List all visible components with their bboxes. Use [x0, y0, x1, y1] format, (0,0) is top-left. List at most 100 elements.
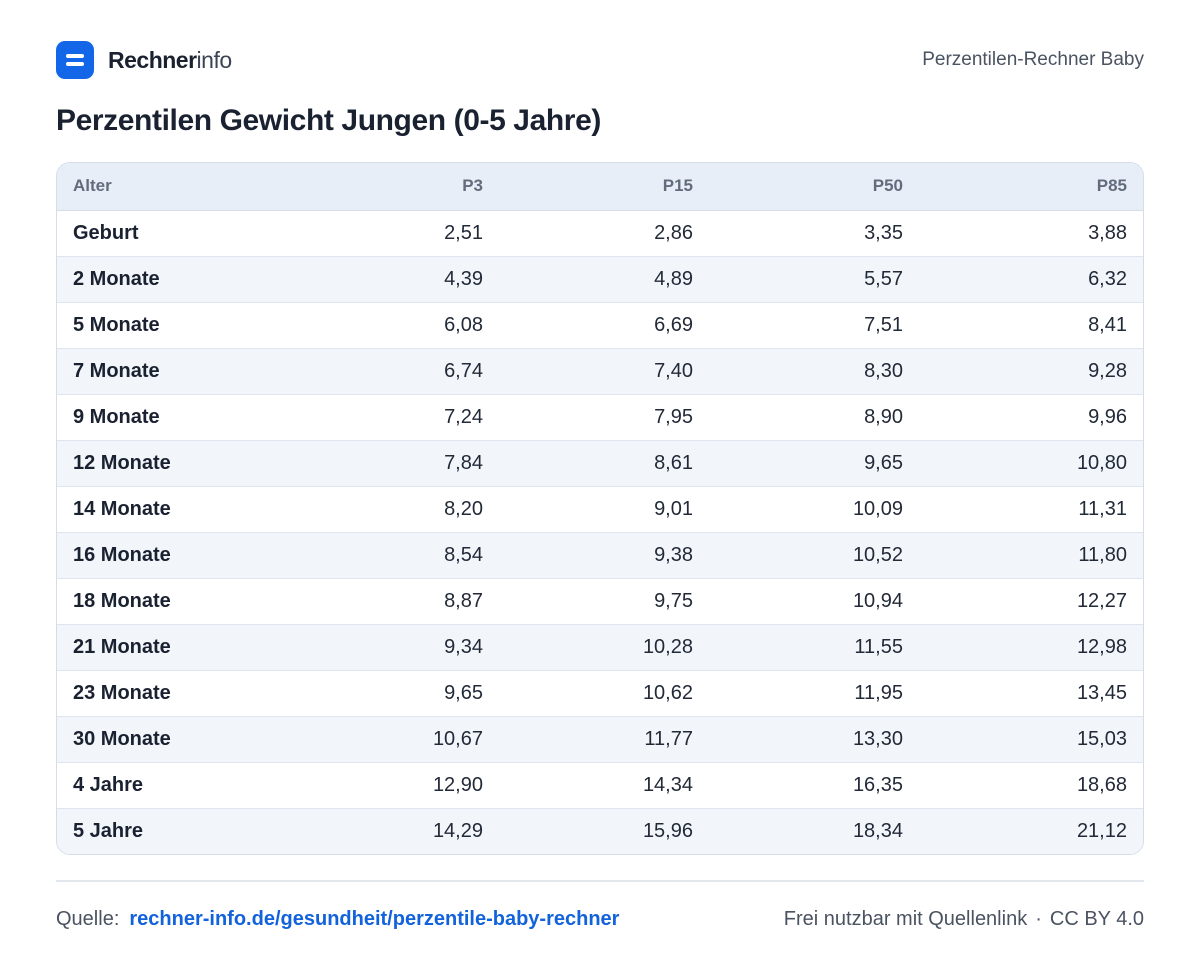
column-header-age: Alter: [57, 163, 289, 211]
cell-p15: 9,38: [499, 531, 709, 578]
cell-age: 14 Monate: [57, 485, 289, 532]
cell-p15: 4,89: [499, 255, 709, 302]
brand-name: Rechnerinfo: [108, 47, 232, 74]
source-label: Quelle:: [56, 907, 120, 930]
cell-p50: 10,52: [709, 531, 919, 578]
header-subtitle: Perzentilen-Rechner Baby: [922, 49, 1144, 70]
cell-p50: 3,35: [864, 221, 903, 244]
table-row: 5 Jahre 14,29 15,96 18,34 21,12: [57, 807, 1143, 854]
table-row: 18 Monate 8,87 9,75 10,94 12,27: [57, 577, 1143, 624]
brand[interactable]: Rechnerinfo: [56, 41, 232, 79]
cell-p3: 10,67: [289, 715, 499, 762]
footer: Quelle: rechner-info.de/gesundheit/perzen…: [56, 904, 1144, 934]
cell-p15: 11,77: [499, 715, 709, 762]
header: Rechnerinfo Perzentilen-Rechner Baby: [56, 40, 1144, 80]
table-row: 30 Monate 10,67 11,77 13,30 15,03: [57, 715, 1143, 762]
cell-p15: 10,62: [499, 669, 709, 716]
cell-p3: 12,90: [289, 761, 499, 808]
table-row: 12 Monate 7,84 8,61 9,65 10,80: [57, 439, 1143, 486]
column-header-p85: P85: [919, 163, 1143, 211]
cell-age: 21 Monate: [57, 623, 289, 670]
license-info: Frei nutzbar mit Quellenlink · CC BY 4.0: [784, 908, 1144, 931]
cell-p15: 6,69: [499, 301, 709, 348]
table-row: Geburt 2,51 2,86 3,35 3,88: [57, 210, 1143, 256]
source-link[interactable]: rechner-info.de/gesundheit/perzentile-ba…: [129, 907, 620, 930]
footer-divider: [56, 880, 1144, 882]
cell-p50: 9,65: [709, 439, 919, 486]
cell-p85: 13,45: [919, 669, 1143, 716]
cell-p85: 11,80: [919, 531, 1143, 578]
cell-p15: 10,28: [499, 623, 709, 670]
cell-p85: 11,31: [919, 485, 1143, 532]
cell-p50: 10,94: [709, 577, 919, 624]
equals-icon: [56, 41, 94, 79]
cell-p85: 10,80: [919, 439, 1143, 486]
cell-p50: 5,57: [709, 255, 919, 302]
cell-age: 2 Monate: [57, 255, 289, 302]
cell-p15: 9,75: [499, 577, 709, 624]
cell-p85: 12,98: [919, 623, 1143, 670]
column-header-p3: P3: [289, 163, 499, 211]
table-row: 4 Jahre 12,90 14,34 16,35 18,68: [57, 761, 1143, 808]
cell-p15: 14,34: [499, 761, 709, 808]
cell-age: Geburt: [73, 221, 139, 244]
cell-p3: 14,29: [289, 807, 499, 854]
cell-p50: 10,09: [709, 485, 919, 532]
cell-p15: 7,95: [499, 393, 709, 440]
cell-p15: 15,96: [499, 807, 709, 854]
cell-p3: 7,24: [289, 393, 499, 440]
percentile-table-card: Alter P3 P15 P50 P85 Geburt 2,51 2,86 3,35 3…: [56, 162, 1144, 855]
table-row: 2 Monate 4,39 4,89 5,57 6,32: [57, 255, 1143, 302]
percentile-table: Alter P3 P15 P50 P85 Geburt 2,51 2,86 3,35 3…: [57, 163, 1143, 854]
cell-p3: 2,51: [444, 221, 483, 244]
table-row: 21 Monate 9,34 10,28 11,55 12,98: [57, 623, 1143, 670]
table-row: 23 Monate 9,65 10,62 11,95 13,45: [57, 669, 1143, 716]
cell-age: 7 Monate: [57, 347, 289, 394]
cell-p3: 6,74: [289, 347, 499, 394]
table-row: 5 Monate 6,08 6,69 7,51 8,41: [57, 301, 1143, 348]
cell-age: 12 Monate: [57, 439, 289, 486]
cell-age: 16 Monate: [57, 531, 289, 578]
column-header-p50: P50: [709, 163, 919, 211]
cell-p50: 13,30: [709, 715, 919, 762]
cell-age: 5 Monate: [57, 301, 289, 348]
table-row: 9 Monate 7,24 7,95 8,90 9,96: [57, 393, 1143, 440]
cell-p15: 9,01: [499, 485, 709, 532]
cell-p15: 7,40: [499, 347, 709, 394]
license-separator: ·: [1035, 907, 1042, 930]
cell-p3: 9,65: [289, 669, 499, 716]
cell-p85: 8,41: [919, 301, 1143, 348]
source: Quelle: rechner-info.de/gesundheit/perzen…: [56, 908, 619, 931]
cell-p50: 8,90: [709, 393, 919, 440]
table-row: 14 Monate 8,20 9,01 10,09 11,31: [57, 485, 1143, 532]
cell-p50: 16,35: [709, 761, 919, 808]
license-text: Frei nutzbar mit Quellenlink: [783, 907, 1028, 930]
license-name: CC BY 4.0: [1049, 907, 1144, 930]
column-header-p15: P15: [499, 163, 709, 211]
cell-p85: 9,96: [919, 393, 1143, 440]
cell-p85: 6,32: [919, 255, 1143, 302]
cell-age: 23 Monate: [57, 669, 289, 716]
cell-p3: 8,54: [289, 531, 499, 578]
cell-p50: 8,30: [709, 347, 919, 394]
cell-age: 30 Monate: [57, 715, 289, 762]
cell-p85: 3,88: [1088, 221, 1127, 244]
brand-name-bold: Rechner: [108, 46, 197, 73]
cell-p85: 9,28: [919, 347, 1143, 394]
cell-p3: 8,87: [289, 577, 499, 624]
cell-p3: 7,84: [289, 439, 499, 486]
cell-p50: 7,51: [709, 301, 919, 348]
table-header-row: Alter P3 P15 P50 P85: [57, 163, 1143, 211]
cell-p50: 11,95: [709, 669, 919, 716]
cell-p3: 6,08: [289, 301, 499, 348]
cell-p50: 11,55: [709, 623, 919, 670]
cell-p3: 4,39: [289, 255, 499, 302]
cell-p3: 9,34: [289, 623, 499, 670]
cell-p50: 18,34: [709, 807, 919, 854]
brand-name-light: info: [196, 46, 233, 73]
cell-p85: 21,12: [919, 807, 1143, 854]
page-title: Perzentilen Gewicht Jungen (0-5 Jahre): [56, 104, 601, 137]
table-row: 7 Monate 6,74 7,40 8,30 9,28: [57, 347, 1143, 394]
cell-p3: 8,20: [289, 485, 499, 532]
cell-p85: 12,27: [919, 577, 1143, 624]
